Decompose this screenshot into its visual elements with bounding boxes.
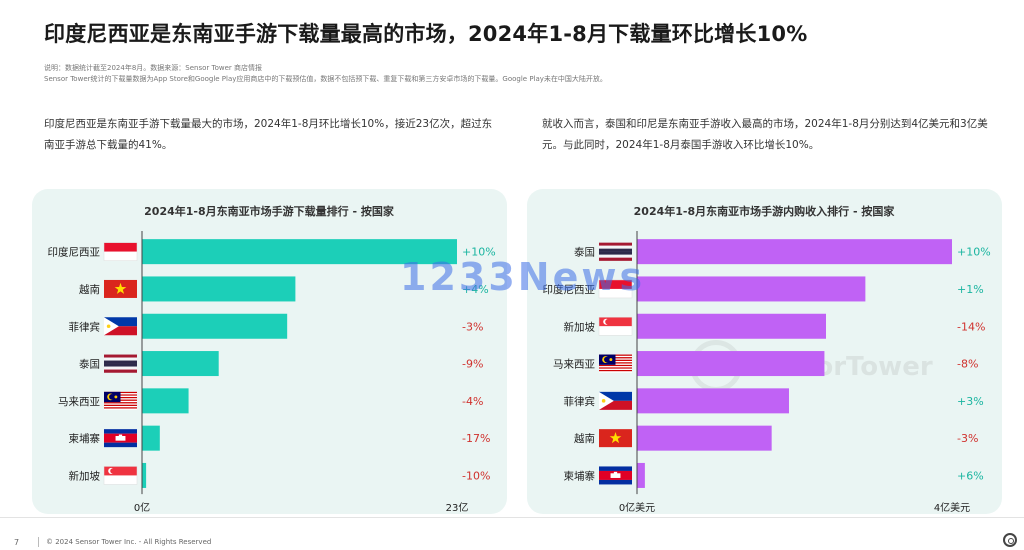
bar: [142, 313, 288, 339]
change-label: +10%: [462, 246, 496, 259]
downloads-chart-panel: 2024年1-8月东南亚市场手游下载量排行 - 按国家印度尼西亚 +10% 越南 +4…: [32, 189, 507, 514]
bar: [637, 276, 866, 302]
category-label: 泰国: [574, 246, 595, 259]
revenue-summary: 就收入而言，泰国和印尼是东南亚手游收入最高的市场，2024年1-8月分别达到4亿…: [542, 118, 988, 151]
category-label: 印度尼西亚: [48, 246, 101, 259]
downloads-summary: 印度尼西亚是东南亚手游下载量最大的市场，2024年1-8月环比增长10%，接近2…: [44, 118, 493, 151]
flag-vietnam-icon: [599, 429, 632, 448]
source-note: 说明：数据统计截至2024年8月。数据来源：Sensor Tower 商店情报: [44, 64, 262, 72]
category-label: 菲律宾: [69, 320, 101, 333]
flag-vietnam-icon: [104, 279, 137, 298]
change-label: +4%: [462, 283, 489, 296]
bar: [142, 388, 189, 414]
page-title: 印度尼西亚是东南亚手游下载量最高的市场，2024年1-8月下载量环比增长10%: [44, 22, 808, 46]
change-label: +3%: [957, 395, 984, 408]
bar: [142, 239, 457, 265]
methodology-note: Sensor Tower统计的下载量数据为App Store和Google Pl…: [44, 75, 607, 83]
bar: [637, 239, 952, 265]
footer-divider: [0, 517, 1024, 518]
category-label: 泰国: [79, 358, 100, 371]
flag-indonesia-icon: [103, 242, 138, 261]
bar: [142, 425, 160, 451]
flag-malaysia-icon: [104, 391, 137, 410]
sensortower-logo-icon: [1003, 533, 1017, 547]
category-label: 柬埔寨: [564, 469, 596, 482]
flag-thailand-icon: [104, 354, 137, 373]
x-tick-label: 0亿: [134, 501, 150, 514]
bar: [142, 276, 296, 302]
change-label: -9%: [462, 358, 483, 371]
copyright: © 2024 Sensor Tower Inc. - All Rights Re…: [46, 538, 212, 546]
bar: [637, 351, 825, 377]
change-label: +10%: [957, 246, 991, 259]
change-label: -3%: [462, 320, 483, 333]
category-label: 柬埔寨: [69, 432, 101, 445]
change-label: -10%: [462, 469, 490, 482]
flag-philippines-icon: [599, 391, 632, 410]
category-label: 马来西亚: [553, 359, 595, 371]
flag-singapore-icon: [103, 466, 138, 485]
flag-cambodia-icon: [599, 466, 632, 485]
flag-cambodia-icon: [104, 429, 137, 448]
chart-title: 2024年1-8月东南亚市场手游内购收入排行 - 按国家: [634, 204, 896, 218]
change-label: -14%: [957, 320, 985, 333]
bar: [142, 462, 147, 488]
x-tick-label: 0亿美元: [619, 501, 655, 514]
bar: [637, 462, 645, 488]
change-label: -4%: [462, 395, 483, 408]
change-label: -8%: [957, 358, 978, 371]
bar: [637, 425, 772, 451]
category-label: 新加坡: [564, 320, 596, 333]
bar: [142, 351, 219, 377]
category-label: 越南: [574, 432, 595, 445]
category-label: 菲律宾: [564, 395, 596, 408]
bar: [637, 313, 826, 339]
category-label: 新加坡: [69, 469, 101, 482]
page-number: 7: [14, 538, 20, 547]
x-tick-label: 4亿美元: [934, 501, 970, 514]
change-label: +6%: [957, 469, 984, 482]
category-label: 越南: [79, 283, 100, 296]
bar: [637, 388, 789, 414]
news-watermark: 1233News: [400, 255, 646, 299]
flag-indonesia-icon: [598, 279, 633, 299]
x-tick-label: 23亿: [446, 501, 469, 514]
flag-malaysia-icon: [599, 354, 632, 373]
chart-title: 2024年1-8月东南亚市场手游下载量排行 - 按国家: [144, 204, 395, 218]
change-label: -3%: [957, 432, 978, 445]
flag-thailand-icon: [599, 242, 632, 261]
flag-singapore-icon: [598, 317, 633, 336]
footer-separator: [38, 537, 39, 547]
category-label: 印度尼西亚: [543, 283, 596, 296]
change-label: -17%: [462, 432, 490, 445]
change-label: +1%: [957, 283, 984, 296]
revenue-chart-panel: SensorTower 2024年1-8月东南亚市场手游内购收入排行 - 按国家…: [527, 189, 1002, 514]
category-label: 马来西亚: [58, 396, 100, 408]
flag-philippines-icon: [104, 317, 137, 336]
